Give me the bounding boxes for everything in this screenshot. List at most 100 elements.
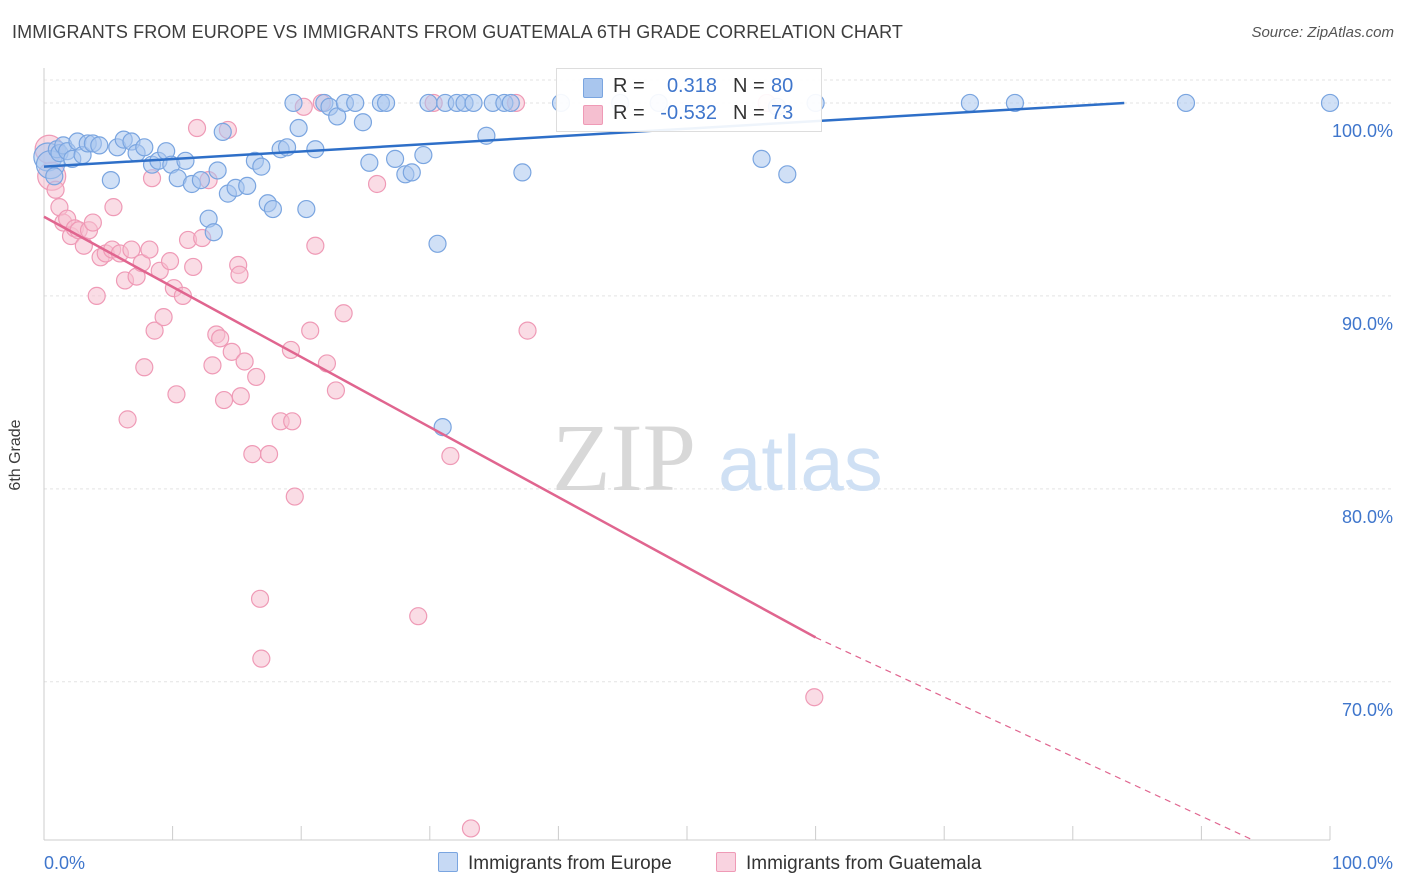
guatemala-point	[301, 321, 320, 340]
guatemala-point	[243, 445, 262, 464]
guatemala-point	[154, 308, 173, 327]
guatemala-point	[285, 487, 304, 506]
source-note: Source: ZipAtlas.com	[1251, 24, 1394, 41]
europe-n-value: 80	[771, 75, 794, 97]
europe-point	[376, 93, 396, 113]
europe-point	[464, 93, 483, 113]
europe-point	[238, 176, 257, 196]
y-tick-label: 80.0%	[1342, 507, 1393, 527]
europe-point	[1176, 93, 1196, 113]
guatemala-point	[122, 240, 141, 259]
legend-row-guatemala: R = -0.532 N = 73	[557, 101, 821, 127]
europe-point	[263, 199, 283, 219]
watermark-zip: ZIP	[552, 404, 696, 511]
axes	[43, 68, 1331, 841]
europe-point	[135, 138, 154, 157]
watermark: ZIP atlas	[552, 404, 883, 511]
guatemala-point	[518, 321, 537, 340]
europe-point	[385, 149, 405, 168]
europe-point	[328, 107, 347, 126]
guatemala-point	[441, 446, 460, 466]
europe-point	[176, 151, 195, 170]
europe-point	[402, 163, 421, 182]
europe-point	[414, 145, 433, 165]
y-tick-label: 100.0%	[1332, 121, 1393, 141]
guatemala-point	[187, 118, 207, 138]
europe-r-label: R =	[613, 75, 645, 97]
europe-point	[428, 234, 447, 253]
guatemala-point	[167, 385, 186, 404]
europe-point	[1320, 93, 1340, 113]
guatemala-point	[317, 354, 337, 373]
europe-point	[213, 122, 232, 141]
europe-point	[101, 171, 120, 190]
europe-point	[297, 199, 316, 219]
europe-r-value: 0.318	[666, 75, 717, 97]
x-tick-label-max: 100.0%	[1332, 853, 1393, 873]
guatemala-point	[135, 358, 154, 377]
europe-trend-line	[43, 101, 1125, 168]
guatemala-point	[283, 412, 302, 431]
guatemala-trend-line	[43, 215, 817, 639]
guatemala-point	[211, 329, 230, 348]
y-axis-title: 6th Grade	[7, 419, 24, 491]
guatemala-r-label: R =	[613, 102, 645, 124]
guatemala-point	[203, 356, 222, 375]
legend-item-guatemala: Immigrants from Guatemala	[716, 852, 981, 875]
guatemala-point	[235, 352, 254, 371]
y-tick-label: 70.0%	[1342, 700, 1393, 720]
series-europe-points	[33, 93, 1340, 437]
guatemala-r-value: -0.532	[660, 102, 717, 124]
europe-point	[90, 136, 109, 155]
trend-lines	[43, 101, 1254, 841]
legend-guatemala-label: Immigrants from Guatemala	[746, 853, 982, 874]
guatemala-point	[409, 607, 428, 626]
guatemala-trend-extension	[815, 636, 1254, 841]
europe-point	[45, 167, 64, 186]
guatemala-n-value: 73	[771, 102, 794, 124]
guatemala-point	[83, 213, 102, 232]
guatemala-point	[805, 688, 824, 707]
legend-item-europe: Immigrants from Europe	[438, 852, 672, 875]
y-tick-label: 90.0%	[1342, 314, 1393, 334]
guatemala-point	[306, 236, 325, 255]
guatemala-point	[230, 265, 249, 284]
europe-point	[191, 171, 210, 190]
europe-point	[752, 149, 771, 168]
guatemala-point	[160, 252, 180, 271]
guatemala-point	[252, 649, 271, 668]
guatemala-n-label: N =	[733, 102, 765, 124]
guatemala-point	[250, 589, 270, 608]
guatemala-point	[247, 367, 266, 387]
guatemala-point	[145, 321, 164, 340]
guatemala-point	[87, 286, 106, 305]
europe-point	[284, 93, 303, 113]
europe-point	[960, 93, 980, 113]
europe-point	[360, 153, 379, 172]
europe-point	[346, 93, 365, 113]
europe-point	[513, 163, 532, 182]
tick-labels: 100.0% 90.0% 80.0% 70.0% 0.0% 100.0%	[44, 121, 1393, 873]
guatemala-point	[214, 390, 234, 410]
guatemala-point	[184, 257, 203, 277]
correlation-legend: R = 0.318 N = 80 R = -0.532 N = 73	[556, 68, 822, 132]
europe-point	[353, 113, 373, 132]
europe-point	[419, 93, 438, 113]
europe-point	[252, 157, 271, 176]
legend-europe-swatch	[438, 852, 458, 872]
europe-n-label: N =	[733, 75, 765, 97]
guatemala-point	[140, 240, 159, 259]
guatemala-point	[461, 819, 481, 838]
guatemala-point	[326, 381, 346, 400]
europe-point	[1005, 93, 1025, 113]
guatemala-point	[222, 342, 241, 361]
watermark-atlas: atlas	[718, 419, 883, 507]
x-tick-label-min: 0.0%	[44, 853, 85, 873]
guatemala-point	[259, 445, 279, 464]
europe-swatch	[583, 78, 603, 98]
legend-row-europe: R = 0.318 N = 80	[557, 74, 821, 100]
guatemala-point	[367, 174, 387, 194]
guatemala-point	[104, 198, 123, 217]
legend-europe-label: Immigrants from Europe	[468, 853, 672, 874]
